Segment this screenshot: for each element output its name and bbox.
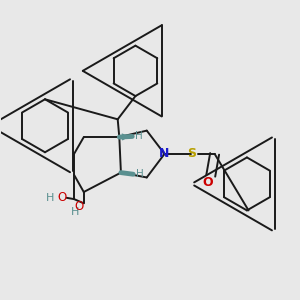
- Text: H: H: [136, 169, 144, 179]
- Text: O: O: [58, 191, 67, 204]
- Text: O: O: [203, 176, 214, 190]
- Text: H: H: [136, 131, 143, 141]
- Text: N: N: [159, 147, 170, 161]
- Text: H: H: [46, 193, 55, 203]
- Text: ·: ·: [57, 193, 60, 202]
- Text: S: S: [187, 147, 196, 161]
- Text: O: O: [74, 200, 84, 213]
- Text: H: H: [71, 207, 79, 217]
